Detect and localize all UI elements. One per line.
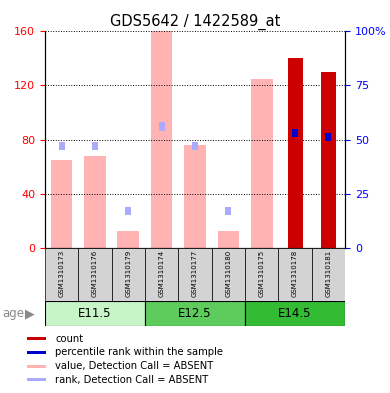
Bar [245,248,278,301]
Bar [278,248,312,301]
Bar [151,31,172,248]
Text: E11.5: E11.5 [78,307,112,320]
Text: value, Detection Call = ABSENT: value, Detection Call = ABSENT [55,361,214,371]
Text: GSM1310177: GSM1310177 [192,250,198,297]
Bar [145,248,178,301]
Text: GDS5642 / 1422589_at: GDS5642 / 1422589_at [110,14,280,30]
Text: GSM1310173: GSM1310173 [58,250,64,297]
Bar [145,301,245,326]
Bar [292,129,298,137]
Bar [51,160,73,248]
Text: rank, Detection Call = ABSENT: rank, Detection Call = ABSENT [55,375,209,385]
Text: E12.5: E12.5 [178,307,212,320]
Bar [27,337,46,340]
Text: GSM1310181: GSM1310181 [326,250,332,297]
Bar [45,248,78,301]
Text: GSM1310178: GSM1310178 [292,250,298,297]
Bar [84,156,106,248]
Bar [225,207,231,215]
Bar [218,231,239,248]
Text: GSM1310180: GSM1310180 [225,250,231,297]
Bar [78,248,112,301]
Text: GSM1310179: GSM1310179 [125,250,131,297]
Bar [92,142,98,150]
Bar [117,231,139,248]
Bar [125,207,131,215]
Bar [326,133,332,141]
Text: GSM1310175: GSM1310175 [259,250,265,297]
Bar [178,248,212,301]
Text: percentile rank within the sample: percentile rank within the sample [55,347,223,358]
Bar [321,72,336,248]
Text: age: age [2,307,24,320]
Bar [212,248,245,301]
Text: count: count [55,334,83,344]
Text: E14.5: E14.5 [278,307,312,320]
Text: GSM1310174: GSM1310174 [159,250,165,297]
Bar [159,123,165,130]
Bar [287,59,303,248]
Bar [251,79,273,248]
Bar [184,145,206,248]
Text: ▶: ▶ [25,307,34,320]
Bar [45,301,145,326]
Bar [312,248,345,301]
Bar [112,248,145,301]
Bar [27,378,46,382]
Text: GSM1310176: GSM1310176 [92,250,98,297]
Bar [58,142,64,150]
Bar [192,142,198,150]
Bar [27,351,46,354]
Bar [27,365,46,368]
Bar [245,301,345,326]
